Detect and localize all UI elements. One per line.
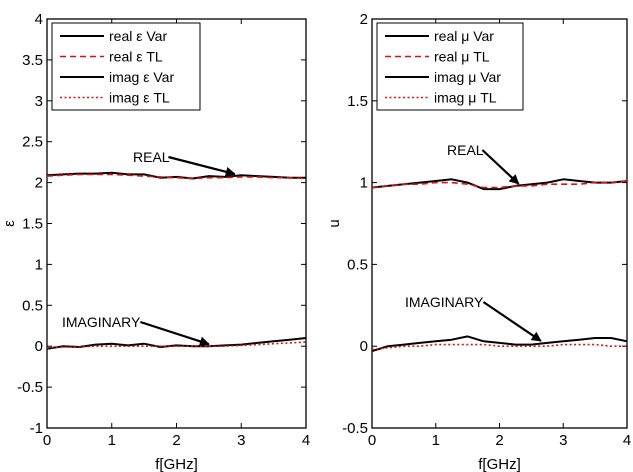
y-tick-label: 1.5	[347, 93, 368, 110]
x-axis-label: f[GHz]	[155, 456, 198, 472]
y-axis-label: ε	[1, 220, 18, 227]
x-tick-label: 4	[302, 432, 310, 449]
legend-entry: imag ε Var	[109, 69, 174, 85]
y-tick-label: 4	[35, 11, 43, 28]
y-tick-label: 3.5	[22, 52, 43, 69]
annotation-label: IMAGINARY	[405, 294, 484, 310]
annotation-label: REAL	[447, 142, 484, 158]
series-line-1	[371, 180, 628, 189]
legend-entry: imag μ TL	[434, 90, 497, 106]
x-tick-label: 2	[495, 432, 503, 449]
x-tick-label: 0	[43, 432, 51, 449]
x-tick-label: 3	[237, 432, 245, 449]
y-tick-label: 1	[360, 175, 368, 192]
x-tick-label: 1	[108, 432, 116, 449]
annotation-arrow	[168, 155, 236, 177]
y-tick-label: 3	[35, 93, 43, 110]
legend-entry: real μ Var	[434, 28, 494, 44]
y-tick-label: -1	[30, 420, 43, 437]
x-tick-label: 3	[559, 432, 567, 449]
series-line-2	[46, 337, 307, 350]
x-tick-label: 0	[368, 432, 376, 449]
series-line-2	[371, 335, 628, 353]
y-tick-label: 0	[35, 338, 43, 355]
x-axis-label: f[GHz]	[478, 456, 521, 472]
legend-box	[51, 22, 201, 111]
chart-epsilon: 0 1 2 3 4 -1 -0.5 0 0.5 1 1.5 2 2.5 3 3.5 4 f[GHz] ε real …	[1, 11, 310, 472]
y-tick-label: -0.5	[17, 379, 43, 396]
y-tick-label: 0	[360, 338, 368, 355]
x-tick-label: 1	[432, 432, 440, 449]
y-tick-label: 0.5	[347, 256, 368, 273]
x-tick-label: 4	[623, 432, 631, 449]
legend-entry: imag ε TL	[109, 90, 170, 106]
annotation-label: IMAGINARY	[62, 314, 141, 330]
y-tick-label: 2	[35, 175, 43, 192]
annotation-arrow	[481, 149, 520, 185]
legend-entry: real ε Var	[109, 28, 167, 44]
legend-box	[376, 22, 524, 111]
y-tick-label: 1.5	[22, 216, 43, 233]
annotation-arrow	[482, 301, 542, 342]
annotation-label: REAL	[133, 149, 170, 165]
y-tick-label: 2.5	[22, 134, 43, 151]
y-tick-label: 0.5	[22, 297, 43, 314]
y-tick-label: 2	[360, 11, 368, 28]
y-tick-label: 1	[35, 256, 43, 273]
legend-entry: real μ TL	[434, 49, 490, 65]
legend-entry: real ε TL	[109, 49, 163, 65]
series-line-0	[371, 178, 628, 191]
series-line-1	[46, 173, 307, 180]
x-tick-label: 2	[172, 432, 180, 449]
y-axis-label: u	[326, 219, 343, 227]
series-line-3	[371, 343, 627, 351]
legend-entry: imag μ Var	[434, 69, 501, 85]
annotation-arrow	[140, 320, 210, 347]
y-tick-label: -0.5	[342, 420, 368, 437]
